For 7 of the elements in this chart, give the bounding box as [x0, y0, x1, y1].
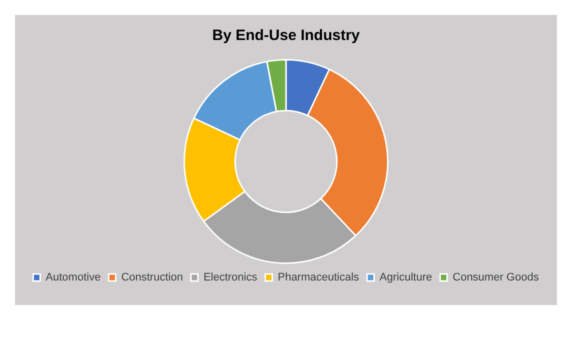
legend-label: Consumer Goods	[452, 272, 540, 284]
legend-label: Agriculture	[380, 272, 432, 284]
legend-label: Automotive	[46, 272, 101, 284]
chart-title: By End-Use Industry	[212, 27, 360, 44]
legend-label: Construction	[121, 272, 183, 284]
legend-label: Pharmaceuticals	[278, 272, 360, 284]
legend-label: Electronics	[203, 272, 258, 284]
